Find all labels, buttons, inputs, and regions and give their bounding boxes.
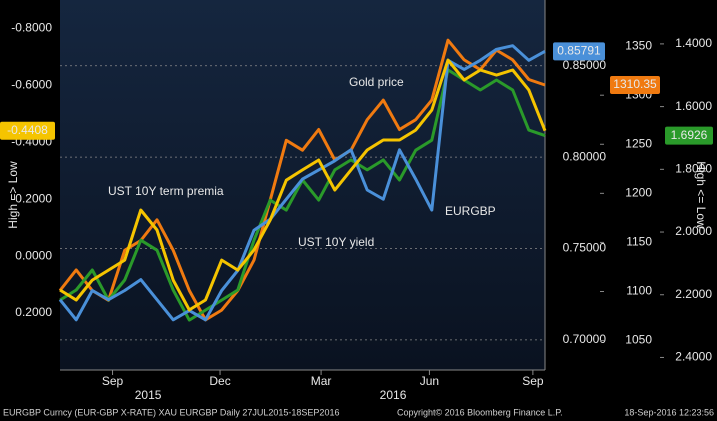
series-line [59, 58, 547, 312]
y-tick-label: 1050 [625, 333, 652, 347]
y-tick-label: 0.0000 [15, 248, 52, 262]
y-tick-label: 2.4000 [675, 350, 712, 364]
y-tick-label: 0.80000 [563, 149, 607, 163]
last-value-tag [0, 121, 55, 140]
y-tick-label: -0.2000 [11, 191, 52, 205]
x-tick-label: Dec [209, 374, 230, 388]
y-tick-label: 0.70000 [563, 332, 607, 346]
axis-title: High <= Low [694, 161, 708, 229]
y-tick-label: 0.75000 [563, 241, 607, 255]
axis-title: High => Low [6, 161, 20, 229]
x-tick-label: Sep [102, 374, 124, 388]
footer-right: 18-Sep-2016 12:23:56 [624, 407, 714, 417]
series-line [58, 44, 546, 322]
series-annotation: UST 10Y term premia [108, 184, 224, 198]
x-year-label: 2016 [380, 388, 407, 402]
y-tick-label: 1.4000 [675, 36, 712, 50]
last-value-label: 1.6926 [671, 128, 708, 142]
footer-center: Copyright© 2016 Bloomberg Finance L.P. [397, 407, 563, 417]
y-tick-label: 1100 [626, 284, 652, 298]
y-tick-label: -0.8000 [11, 21, 52, 35]
y-tick-label: -0.6000 [11, 78, 52, 92]
last-value-tag [553, 42, 605, 61]
y-tick-label: 2.0000 [675, 224, 712, 238]
y-tick-label: 2.2000 [675, 287, 712, 301]
last-value-tag [665, 126, 713, 145]
footer-left: EURGBP Curncy (EUR-GBP X-RATE) XAU EURGB… [3, 407, 339, 417]
last-value-label: 0.85791 [557, 43, 601, 57]
y-tick-label: 0.85000 [563, 58, 607, 72]
x-tick-label: Jun [420, 374, 439, 388]
last-value-label: -0.4408 [7, 123, 48, 137]
y-tick-label: 1.8000 [675, 161, 712, 175]
y-tick-label: 0.2000 [15, 305, 52, 319]
x-year-label: 2015 [135, 388, 162, 402]
last-value-tag [610, 76, 660, 95]
last-value-label: 1310.35 [613, 77, 657, 91]
y-tick-label: 1250 [625, 136, 652, 150]
y-tick-label: 1350 [625, 38, 652, 52]
x-tick-label: Mar [311, 374, 332, 388]
series-annotation: UST 10Y yield [298, 235, 374, 249]
y-tick-label: 1150 [626, 235, 652, 249]
series-annotation: EURGBP [445, 204, 496, 218]
y-tick-label: 1.6000 [675, 99, 712, 113]
y-tick-label: 1200 [625, 186, 652, 200]
series-annotation: Gold price [349, 75, 404, 89]
plot-area [60, 0, 545, 370]
x-tick-label: Sep [522, 374, 544, 388]
